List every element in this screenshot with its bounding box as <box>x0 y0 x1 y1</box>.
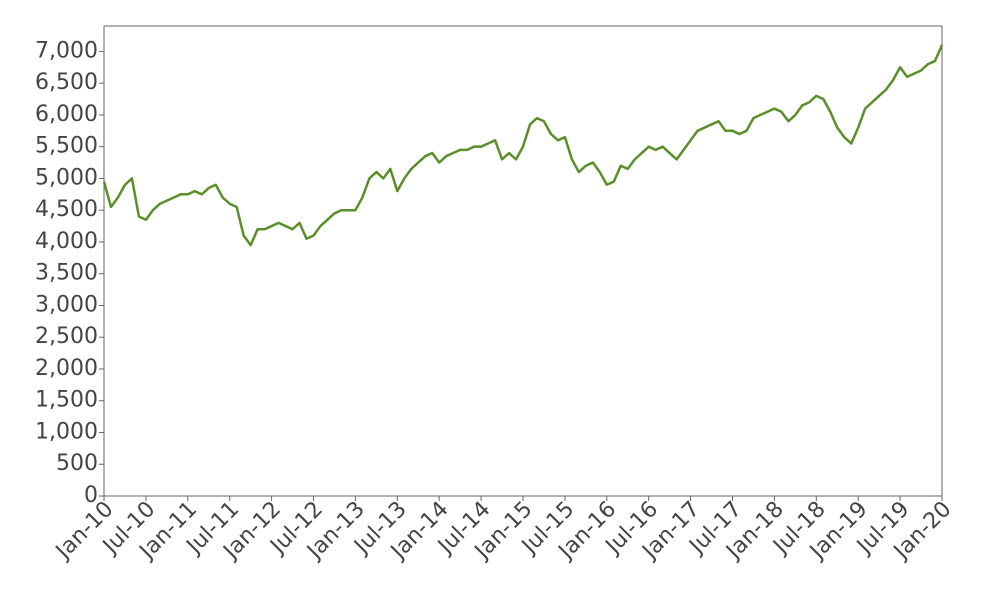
y-tick-label: 3,000 <box>35 292 98 317</box>
y-tick-label: 4,500 <box>35 197 98 222</box>
y-tick-label: 500 <box>56 451 98 476</box>
y-tick-label: 2,000 <box>35 356 98 381</box>
y-tick-label: 0 <box>84 483 98 508</box>
y-tick-label: 2,500 <box>35 324 98 349</box>
y-tick-label: 5,500 <box>35 134 98 159</box>
y-tick-label: 6,000 <box>35 102 98 127</box>
y-tick-label: 1,000 <box>35 419 98 444</box>
y-tick-label: 7,000 <box>35 38 98 63</box>
y-tick-label: 4,000 <box>35 229 98 254</box>
y-tick-label: 1,500 <box>35 388 98 413</box>
y-tick-label: 5,000 <box>35 165 98 190</box>
line <box>102 44 944 247</box>
y-tick-label: 6,500 <box>35 70 98 95</box>
y-tick-label: 3,500 <box>35 261 98 286</box>
